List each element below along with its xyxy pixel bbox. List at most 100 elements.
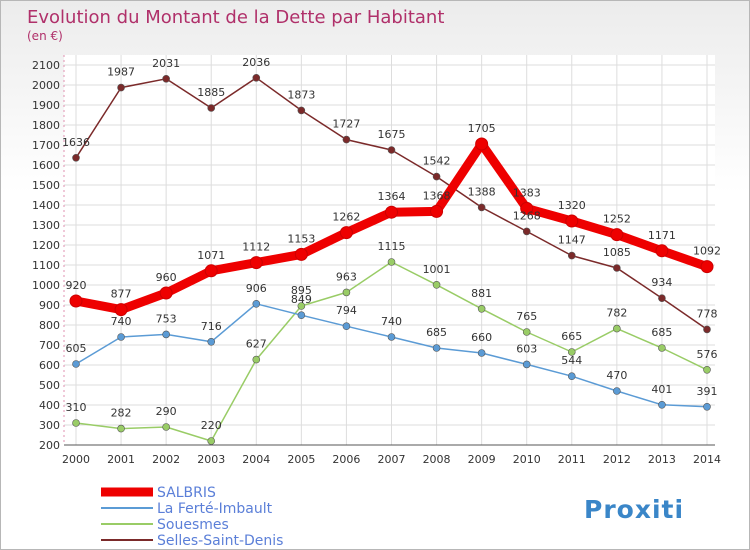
data-label: 778	[697, 307, 718, 320]
x-tick-label: 2003	[197, 453, 225, 466]
data-point	[613, 264, 621, 272]
data-point	[69, 294, 83, 308]
chart-subtitle: (en €)	[27, 29, 63, 43]
legend-label: SALBRIS	[157, 485, 216, 501]
y-tick-label: 1800	[32, 119, 60, 132]
data-point	[655, 244, 669, 258]
data-label: 849	[291, 293, 312, 306]
data-point	[522, 227, 531, 236]
x-tick-label: 2012	[603, 453, 631, 466]
y-tick-label: 1900	[32, 99, 60, 112]
data-point	[297, 302, 306, 310]
data-label: 765	[516, 310, 537, 323]
data-labels: 920 877 960 1071 1112 1153 1262 1364 1368 1705 138…	[62, 56, 721, 432]
data-point	[658, 344, 666, 352]
y-tick-label: 1700	[32, 139, 60, 152]
data-point	[297, 106, 306, 115]
data-point	[72, 154, 80, 162]
data-label: 1252	[603, 213, 631, 226]
data-point	[522, 328, 531, 336]
data-label: 470	[606, 369, 627, 382]
data-label: 1636	[62, 136, 90, 149]
data-label: 401	[651, 383, 672, 396]
x-tick-label: 2006	[332, 453, 360, 466]
data-label: 934	[651, 276, 672, 289]
data-label: 877	[111, 288, 132, 301]
data-point	[432, 172, 441, 181]
data-point	[342, 322, 351, 331]
data-label: 665	[561, 330, 582, 343]
data-point	[252, 355, 261, 364]
data-point	[567, 348, 576, 356]
data-point	[117, 83, 125, 92]
data-label: 1873	[287, 88, 315, 101]
x-tick-label: 2011	[558, 453, 586, 466]
data-point	[430, 204, 444, 218]
y-tick-label: 1600	[32, 159, 60, 172]
data-point	[477, 304, 486, 313]
data-label: 282	[111, 407, 132, 420]
data-label: 881	[471, 287, 492, 300]
data-point	[204, 264, 218, 278]
data-point	[342, 135, 351, 144]
data-label: 782	[606, 307, 627, 320]
data-point	[159, 286, 173, 300]
legend-label: Selles-Saint-Denis	[157, 533, 283, 549]
data-label: 1001	[423, 263, 451, 276]
data-label: 1268	[513, 209, 541, 222]
data-label: 2036	[242, 56, 270, 69]
data-point	[613, 387, 621, 395]
data-point	[703, 325, 711, 334]
data-label: 963	[336, 270, 357, 283]
data-point	[207, 437, 216, 445]
data-point	[207, 104, 216, 112]
data-label: 1320	[558, 199, 586, 212]
logo-text: Proxiti	[584, 495, 684, 524]
data-label: 716	[201, 320, 222, 333]
data-label: 794	[336, 304, 357, 317]
data-label: 1383	[513, 186, 541, 199]
data-point	[117, 333, 125, 341]
x-tick-label: 2005	[287, 453, 315, 466]
y-tick-label: 400	[39, 399, 60, 412]
x-tick-label: 2004	[242, 453, 270, 466]
data-label: 544	[561, 354, 582, 367]
data-label: 660	[471, 331, 492, 344]
data-point	[72, 360, 80, 368]
data-point	[162, 423, 170, 431]
x-tick-label: 2001	[107, 453, 135, 466]
data-point	[432, 344, 441, 352]
data-point	[477, 203, 486, 212]
x-tick-label: 2007	[378, 453, 406, 466]
data-point	[522, 360, 531, 369]
y-tick-label: 500	[39, 379, 60, 392]
data-label: 740	[111, 315, 132, 328]
data-label: 1364	[378, 190, 406, 203]
data-label: 627	[246, 338, 267, 351]
y-tick-label: 1500	[32, 179, 60, 192]
data-label: 685	[426, 326, 447, 339]
data-label: 1727	[332, 118, 360, 131]
data-point	[297, 311, 306, 320]
y-tick-label: 200	[39, 439, 60, 452]
data-label: 220	[201, 419, 222, 432]
y-tick-label: 900	[39, 299, 60, 312]
data-point	[387, 333, 396, 341]
y-tick-label: 1200	[32, 239, 60, 252]
x-tick-label: 2009	[468, 453, 496, 466]
data-label: 1147	[558, 234, 586, 247]
data-label: 603	[516, 342, 537, 355]
data-point	[162, 330, 170, 339]
data-point	[252, 74, 261, 82]
data-point	[477, 349, 486, 357]
data-label: 920	[66, 279, 87, 292]
x-tick-label: 2013	[648, 453, 676, 466]
data-label: 2031	[152, 57, 180, 70]
y-tick-label: 2100	[32, 59, 60, 72]
data-label: 1388	[468, 185, 496, 198]
y-tick-label: 1400	[32, 199, 60, 212]
data-label: 1071	[197, 249, 225, 262]
data-point	[117, 424, 125, 433]
data-point	[703, 365, 711, 374]
